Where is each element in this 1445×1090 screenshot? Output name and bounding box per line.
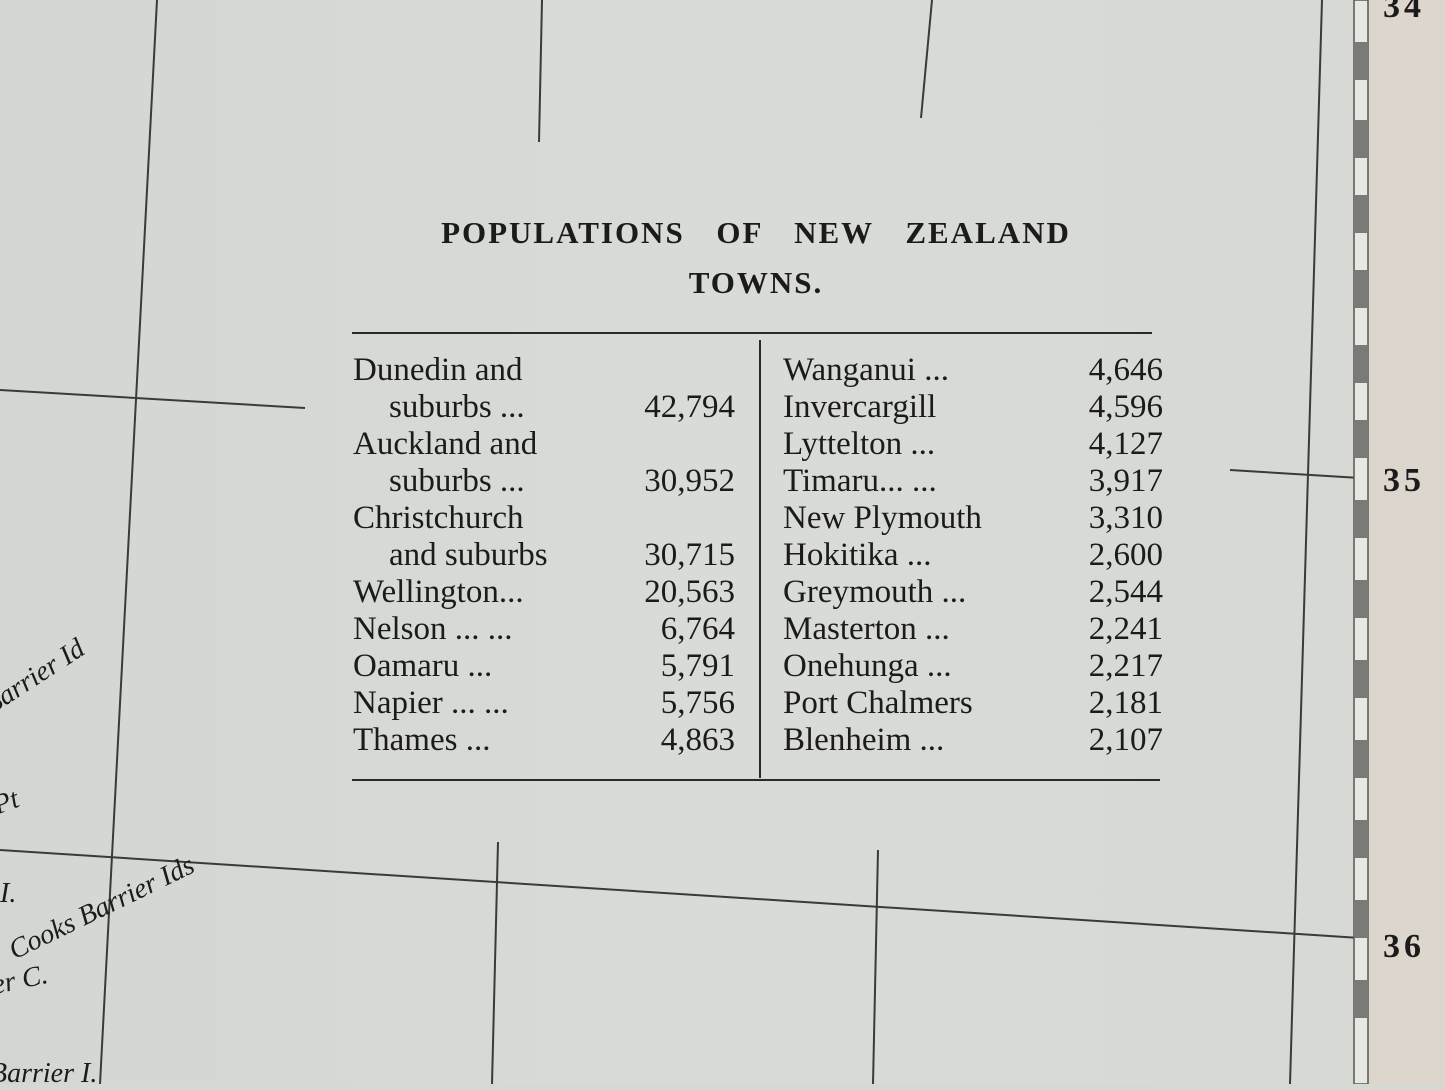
town-name: Onehunga ... <box>783 648 952 684</box>
meridian-line <box>920 0 933 119</box>
table-row: Thames ... 4,863 <box>353 722 735 759</box>
town-name: Timaru... ... <box>783 463 937 499</box>
latitude-label: 35 <box>1383 462 1425 499</box>
population-value: 4,127 <box>1088 426 1163 462</box>
meridian-line <box>538 0 543 143</box>
population-value: 5,756 <box>660 685 735 721</box>
meridian-line <box>99 0 158 1084</box>
town-name: Masterton ... <box>783 611 950 647</box>
table-row: Nelson ... ... 6,764 <box>353 611 735 648</box>
table-row: suburbs ... 42,794 <box>353 389 735 426</box>
column-divider <box>759 340 761 778</box>
population-value: 42,794 <box>644 389 735 425</box>
table-row: Onehunga ... 2,217 <box>783 648 1163 685</box>
table-row: Greymouth ... 2,544 <box>783 574 1163 611</box>
population-value: 2,217 <box>1088 648 1163 684</box>
table-row: Port Chalmers 2,181 <box>783 685 1163 722</box>
left-column: Dunedin and suburbs ... 42,794 Auckland and… <box>353 352 735 759</box>
table-row: Hokitika ... 2,600 <box>783 537 1163 574</box>
table-row: Blenheim ... 2,107 <box>783 722 1163 759</box>
table-row: Napier ... ... 5,756 <box>353 685 735 722</box>
population-value: 2,600 <box>1088 537 1163 573</box>
population-value: 30,952 <box>644 463 735 499</box>
meridian-line <box>1289 0 1323 1084</box>
population-value: 6,764 <box>660 611 735 647</box>
latitude-label: 36 <box>1383 928 1425 965</box>
table-row: New Plymouth 3,310 <box>783 500 1163 537</box>
town-name: Invercargill <box>783 389 937 425</box>
population-value: 4,596 <box>1088 389 1163 425</box>
town-name: Dunedin and <box>353 352 523 388</box>
town-name: suburbs ... <box>389 463 525 499</box>
table-title-continued: TOWNS. <box>688 265 824 300</box>
population-value: 30,715 <box>644 537 735 573</box>
population-value: 2,107 <box>1088 722 1163 758</box>
town-name: Greymouth ... <box>783 574 967 610</box>
town-name: Oamaru ... <box>353 648 493 684</box>
table-row: Timaru... ... 3,917 <box>783 463 1163 500</box>
population-value: 2,181 <box>1088 685 1163 721</box>
town-name: Auckland and <box>353 426 538 462</box>
top-rule <box>352 332 1152 334</box>
bottom-rule <box>352 779 1160 781</box>
latitude-label: 34 <box>1383 0 1425 25</box>
town-name: Thames ... <box>353 722 491 758</box>
town-name: Nelson ... ... <box>353 611 513 647</box>
town-name: Wanganui ... <box>783 352 949 388</box>
town-name: Blenheim ... <box>783 722 945 758</box>
table-row: Dunedin and <box>353 352 735 389</box>
map-label: Barrier I. <box>0 1058 98 1089</box>
table-row: Auckland and <box>353 426 735 463</box>
table-row: Lyttelton ... 4,127 <box>783 426 1163 463</box>
town-name: suburbs ... <box>389 389 525 425</box>
table-row: Oamaru ... 5,791 <box>353 648 735 685</box>
parallel-line <box>0 389 306 409</box>
table-row: Wanganui ... 4,646 <box>783 352 1163 389</box>
town-name: Napier ... ... <box>353 685 509 721</box>
population-value: 3,917 <box>1088 463 1163 499</box>
table-row: and suburbs 30,715 <box>353 537 735 574</box>
population-value: 4,646 <box>1088 352 1163 388</box>
population-value: 3,310 <box>1088 500 1163 536</box>
population-value: 20,563 <box>644 574 735 610</box>
meridian-line <box>872 849 879 1084</box>
meridian-line <box>491 841 499 1084</box>
map-label: I. <box>0 878 17 909</box>
population-value: 4,863 <box>660 722 735 758</box>
table-row: Christchurch <box>353 500 735 537</box>
parallel-line <box>1229 469 1361 479</box>
town-name: Lyttelton ... <box>783 426 936 462</box>
town-name: and suburbs <box>389 537 548 573</box>
table-row: suburbs ... 30,952 <box>353 463 735 500</box>
population-value: 5,791 <box>660 648 735 684</box>
town-name: Christchurch <box>353 500 524 536</box>
table-row: Invercargill 4,596 <box>783 389 1163 426</box>
table-row: Masterton ... 2,241 <box>783 611 1163 648</box>
table-row: Wellington... 20,563 <box>353 574 735 611</box>
table-title: POPULATIONS OF NEW ZEALAND <box>441 215 1071 250</box>
scale-border <box>1353 0 1369 1084</box>
parallel-line <box>0 849 1361 939</box>
town-name: Hokitika ... <box>783 537 932 573</box>
town-name: New Plymouth <box>783 500 982 536</box>
town-name: Port Chalmers <box>783 685 973 721</box>
map-margin <box>1368 0 1445 1084</box>
town-name: Wellington... <box>353 574 524 610</box>
population-value: 2,544 <box>1088 574 1163 610</box>
right-column: Wanganui ... 4,646 Invercargill 4,596 Lyttel… <box>783 352 1163 759</box>
population-value: 2,241 <box>1088 611 1163 647</box>
